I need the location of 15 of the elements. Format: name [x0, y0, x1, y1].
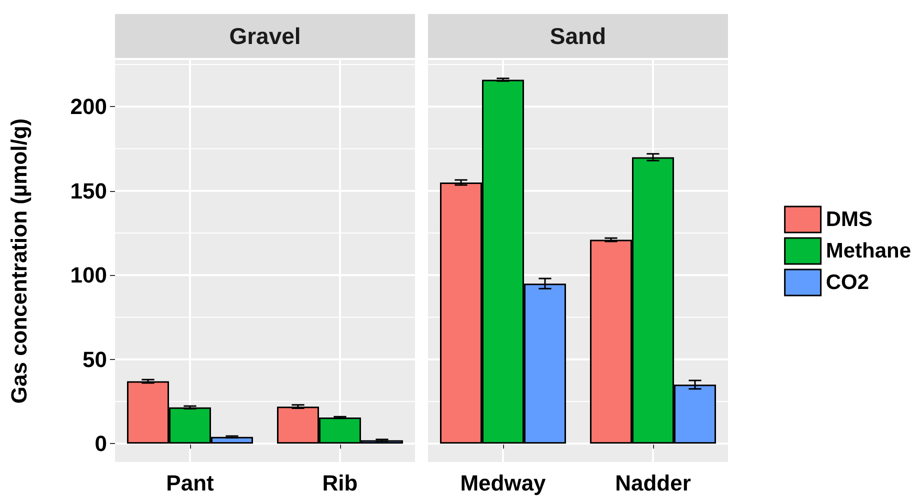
x-tick-label: Medway [460, 470, 547, 496]
legend-label: DMS [826, 208, 872, 231]
y-tick-label: 100 [70, 262, 107, 288]
x-tick-label: Pant [166, 470, 215, 496]
chart-title: Sand [428, 14, 728, 58]
x-tick-label: Rib [322, 470, 358, 496]
chart-title: Gravel [115, 14, 415, 58]
y-tick-label: 0 [94, 431, 107, 456]
y-tick-label: 200 [70, 94, 107, 120]
y-tick-label: 150 [70, 178, 107, 204]
y-axis-title: Gas concentration (µmol/g) [6, 118, 32, 404]
y-tick-label: 50 [82, 346, 107, 372]
x-tick-label: Nadder [615, 470, 692, 496]
legend-label: Methane [826, 240, 912, 262]
legend-label: CO2 [826, 271, 870, 294]
